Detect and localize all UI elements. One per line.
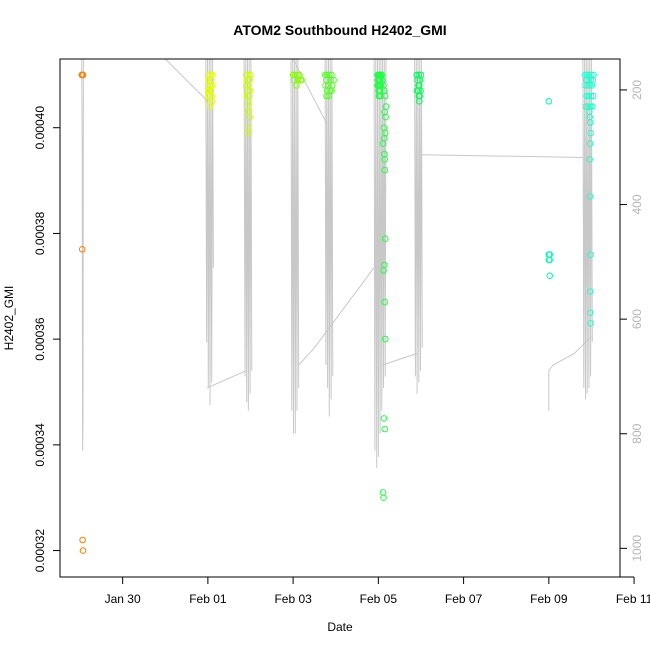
y-axis-label: H2402_GMI	[2, 286, 16, 351]
data-point	[381, 335, 389, 343]
y2-tick-label: 800	[630, 423, 644, 443]
x-tick-label: Feb 05	[360, 592, 398, 606]
data-point	[323, 92, 330, 100]
data-point	[586, 140, 594, 147]
data-point	[377, 92, 384, 100]
data-point	[589, 103, 596, 110]
data-point	[546, 272, 554, 280]
y-tick-label: 0.00034	[33, 423, 47, 467]
data-point	[380, 267, 387, 274]
y2-tick-label: 400	[630, 194, 644, 214]
x-tick-label: Feb 03	[274, 592, 312, 606]
x-tick-label: Feb 07	[445, 592, 483, 606]
data-point	[328, 87, 335, 94]
data-point	[586, 309, 594, 317]
depth-track-line-10	[382, 353, 417, 366]
x-tick-label: Feb 09	[530, 592, 568, 606]
data-point	[380, 415, 388, 422]
depth-track-line-9	[373, 58, 387, 469]
data-point	[582, 103, 590, 110]
data-point	[546, 256, 554, 264]
data-point	[582, 82, 589, 89]
depth-track-line-4	[243, 58, 253, 411]
data-point	[246, 113, 253, 121]
data-point	[583, 92, 591, 100]
data-point	[380, 494, 387, 502]
depth-track-line-6	[290, 58, 300, 434]
data-point	[589, 92, 597, 100]
data-point	[586, 288, 594, 295]
depth-track-line-2	[205, 58, 214, 406]
y-tick-label: 0.00040	[33, 106, 47, 150]
data-point	[381, 156, 389, 163]
data-point	[545, 98, 553, 105]
y2-tick-label: 600	[630, 309, 644, 329]
data-point	[586, 119, 594, 126]
data-point	[293, 82, 300, 89]
data-point	[78, 246, 86, 253]
data-point	[79, 71, 87, 79]
data-point	[205, 92, 212, 100]
data-point	[381, 235, 389, 242]
data-point	[588, 82, 596, 89]
axes-layer: Jan 30 Feb 01 Feb 03 Feb 05 Feb 07 Feb 09 Feb …	[33, 80, 650, 606]
data-point	[586, 82, 594, 89]
y-tick-label: 0.00032	[33, 529, 47, 573]
x-axis-label: Date	[327, 620, 353, 634]
data-point	[325, 92, 333, 100]
y-tick-label: 0.00036	[33, 317, 47, 361]
chart-title: ATOM2 Southbound H2402_GMI	[233, 22, 446, 38]
data-point	[585, 92, 593, 100]
data-point	[587, 129, 594, 137]
depth-track-line-14	[582, 58, 593, 400]
depth-track-layer	[81, 58, 593, 469]
plot-frame	[59, 58, 621, 578]
depth-track-line-13	[548, 335, 592, 411]
x-tick-label: Feb 11	[616, 592, 650, 606]
data-point	[584, 82, 591, 89]
data-point	[587, 92, 595, 100]
data-point	[79, 547, 87, 554]
data-point	[290, 76, 298, 84]
data-point	[381, 92, 389, 100]
data-point	[587, 320, 594, 327]
data-point	[381, 298, 389, 306]
y2-tick-label: 1000	[630, 535, 644, 562]
data-point	[79, 536, 86, 544]
data-point	[297, 76, 305, 84]
data-point	[586, 156, 594, 163]
data-points-layer	[78, 71, 597, 554]
data-point	[382, 113, 389, 121]
x-tick-label: Feb 01	[189, 592, 227, 606]
depth-track-line-8	[324, 58, 334, 417]
depth-track-line-11	[414, 58, 423, 394]
data-point	[381, 135, 388, 142]
data-point	[381, 166, 389, 174]
y2-tick-label: 200	[630, 80, 644, 100]
data-point	[587, 251, 594, 258]
y-tick-label: 0.00038	[33, 211, 47, 255]
data-point	[416, 98, 423, 105]
data-point	[245, 129, 253, 137]
depth-track-line-3	[206, 370, 247, 389]
depth-track-line-12	[420, 154, 592, 159]
x-tick-label: Jan 30	[105, 592, 141, 606]
data-point	[586, 193, 594, 200]
data-point	[208, 76, 215, 84]
data-point	[206, 103, 214, 110]
data-point	[381, 425, 389, 433]
